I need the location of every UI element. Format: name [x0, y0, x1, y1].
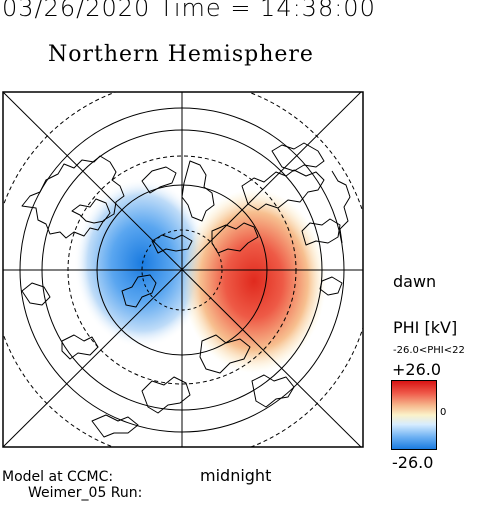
meridian-line — [3, 92, 362, 447]
negative-potential-cell — [74, 178, 210, 348]
dawn-label: dawn — [393, 272, 437, 291]
midnight-label: midnight — [200, 466, 272, 485]
colorbar-min-label: -26.0 — [392, 453, 434, 472]
colorbar-range: -26.0<PHI<22 — [393, 345, 465, 356]
polar-map — [2, 91, 364, 448]
colorbar-max-label: +26.0 — [392, 360, 442, 379]
colorbar-title: PHI [kV] — [393, 318, 458, 337]
datetime-label: 03/26/2020 Time = 14:38:00 — [2, 0, 376, 22]
colorbar-zero-label: 0 — [440, 407, 447, 418]
colorbar — [391, 380, 437, 450]
model-label: Model at CCMC: — [2, 469, 114, 485]
map-frame — [2, 91, 364, 448]
coastlines — [21, 142, 351, 438]
map-title: Northern Hemisphere — [48, 42, 314, 67]
run-label: Weimer_05 Run: — [28, 485, 143, 501]
